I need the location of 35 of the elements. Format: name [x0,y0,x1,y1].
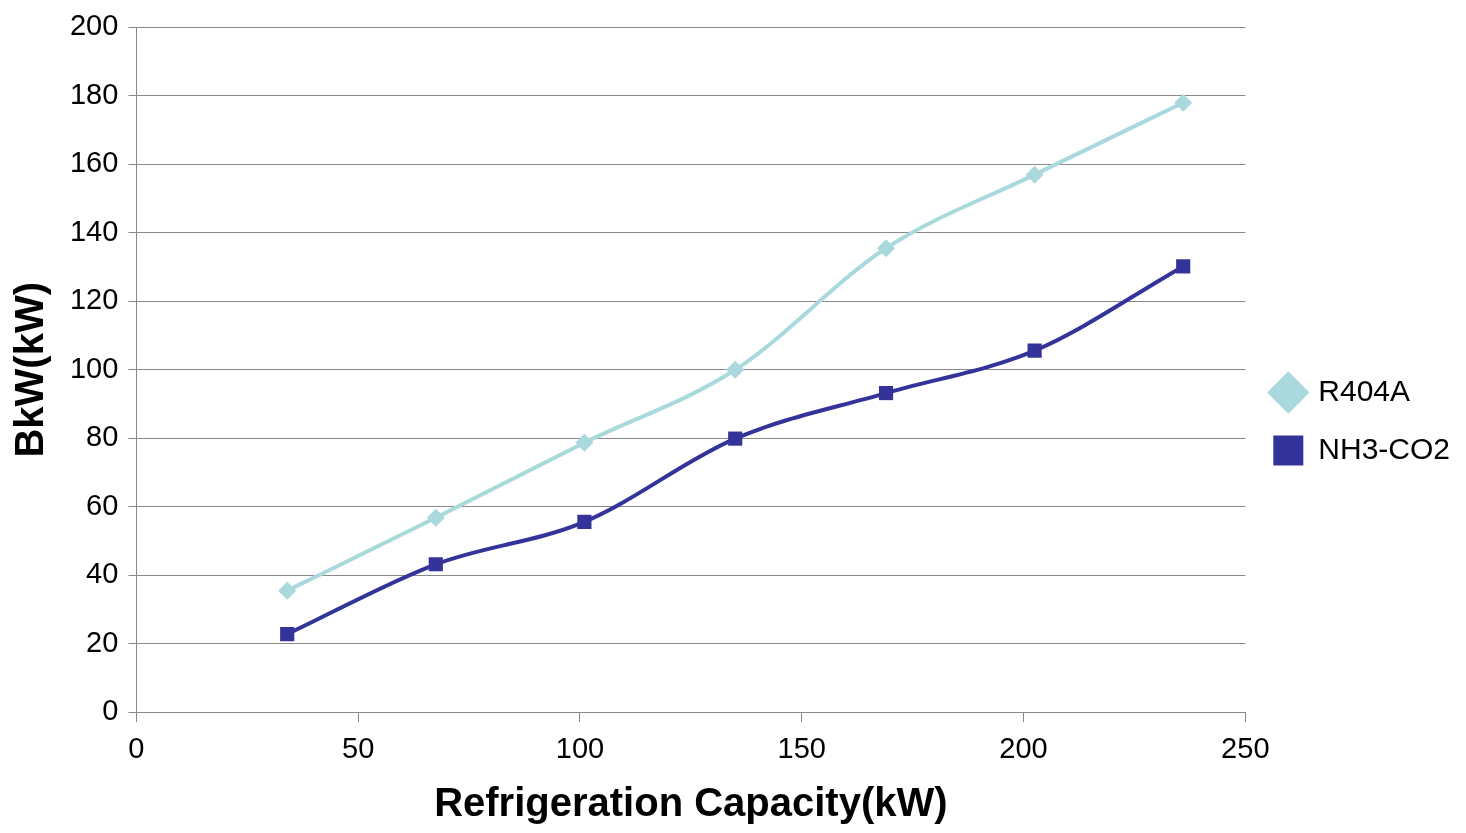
point [878,386,894,401]
point [280,627,295,642]
point [577,514,592,529]
y-tick-label: 140 [69,214,119,247]
legend-label: R404A [1318,373,1411,407]
point [726,360,745,379]
point [1176,259,1191,274]
y-tick-label: 160 [69,146,119,179]
point [426,508,445,527]
y-tick-label: 180 [69,77,119,110]
y-tick-label: 80 [86,420,119,453]
point [278,581,297,600]
y-tick-label: 20 [86,625,119,658]
y-tick-label: 0 [102,694,119,727]
y-tick-label: 200 [69,9,119,42]
x-tick-label: 0 [128,731,145,764]
point [1174,93,1193,112]
x-tick-label: 150 [777,731,826,764]
y-tick-label: 120 [69,283,119,316]
point [728,431,743,446]
point [1025,165,1044,184]
point [575,433,594,452]
y-tick-label: 100 [69,351,119,384]
x-tick-label: 250 [1221,731,1270,764]
point [428,557,443,572]
point [1027,343,1042,358]
x-tick-label: 200 [999,731,1048,764]
y-tick-label: 60 [86,488,119,521]
y-tick-label: 40 [86,557,119,590]
legend-label: NH3-CO2 [1318,431,1451,465]
point [877,239,896,258]
x-axis-title: Refrigeration Capacity(kW) [434,780,948,825]
x-tick-label: 100 [555,731,605,764]
y-axis-title: BkW(kW) [7,282,52,458]
x-tick-label: 50 [342,731,375,764]
